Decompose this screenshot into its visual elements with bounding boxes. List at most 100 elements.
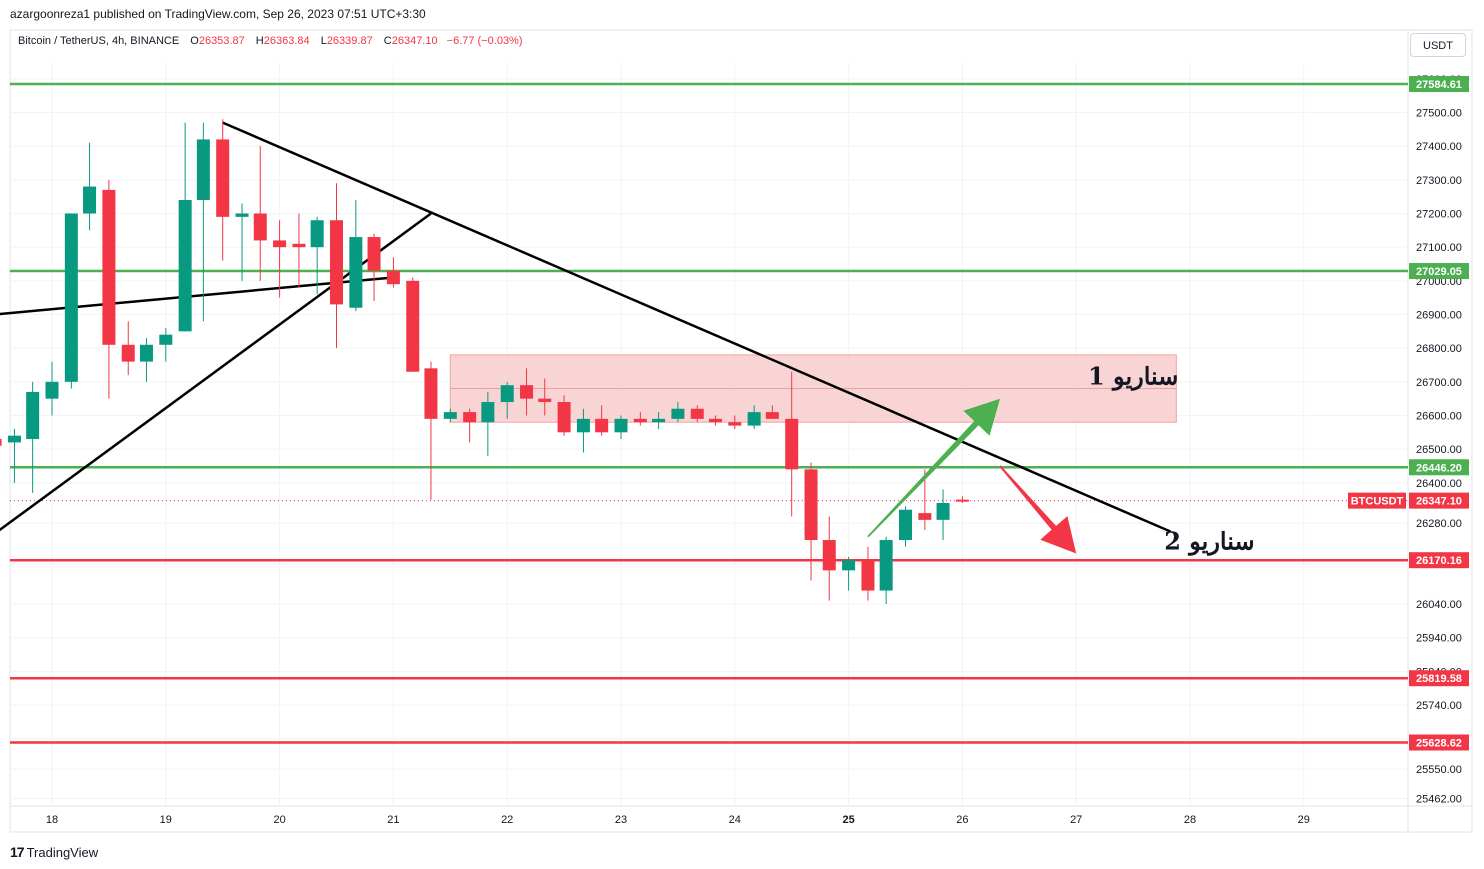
change-value: −6.77 (−0.03%) (446, 35, 523, 47)
level-label: 27584.61 (1416, 79, 1462, 91)
scenario-arrow-up (867, 398, 1000, 538)
candle-body (253, 213, 267, 241)
candle-down (765, 405, 779, 419)
candle-down (424, 361, 438, 500)
candle-down (102, 179, 116, 399)
candle-body (463, 412, 477, 423)
ticker-badge (1348, 492, 1406, 509)
high-label: H (255, 35, 264, 47)
candle-body (804, 469, 818, 541)
candle-up (879, 536, 893, 605)
candle-down (595, 405, 609, 436)
time-axis[interactable]: 18 19 20 21 22 23 24 25 26 27 28 29 (46, 814, 1310, 826)
candle-body (159, 334, 173, 345)
candle-body (633, 418, 647, 423)
candle-down (785, 371, 799, 517)
candle-body (102, 189, 116, 345)
candle-body (708, 418, 722, 423)
candle-up (139, 338, 153, 382)
candle-body (728, 422, 742, 426)
candle-body (235, 213, 249, 217)
candle-down (330, 183, 343, 349)
candle-body (595, 418, 609, 433)
trendline (0, 276, 394, 316)
candle-down (690, 405, 704, 423)
price-tick: 26800.00 (1416, 343, 1462, 355)
candle-down (804, 462, 818, 581)
candle-up (899, 506, 912, 547)
candle-body (690, 408, 704, 419)
horizontal-levels (10, 82, 1408, 744)
level-badge (1409, 263, 1469, 280)
level-badge (1409, 76, 1469, 93)
day-label: 24 (729, 814, 741, 826)
level-label: 25628.62 (1416, 738, 1462, 750)
candle-up (83, 142, 97, 231)
candle-body (576, 418, 590, 433)
candle-body (196, 139, 210, 201)
candle-up (349, 200, 363, 312)
candle-body (26, 391, 40, 440)
candle-body (7, 435, 21, 443)
candle-up (64, 213, 78, 389)
candle-body (557, 402, 571, 433)
level-label: 26170.16 (1416, 555, 1462, 567)
candle-up (576, 408, 590, 453)
candle-down (822, 516, 836, 601)
level-label: 27029.05 (1416, 266, 1462, 278)
last-price-label: 26347.10 (1416, 496, 1462, 508)
candle-body (45, 381, 59, 399)
candle-down (367, 233, 381, 302)
close-label: C (383, 35, 392, 47)
close-value: 26347.10 (391, 35, 438, 47)
price-tick: 25940.00 (1416, 633, 1462, 645)
price-tick: 25740.00 (1416, 700, 1462, 712)
candle-body (614, 418, 628, 433)
supply-zone (449, 354, 1177, 423)
day-label: 23 (615, 814, 627, 826)
price-axis[interactable]: 25462.0025550.0025640.0025740.0025840.00… (1348, 74, 1469, 806)
day-label: 19 (160, 814, 172, 826)
candle-up (310, 216, 324, 295)
candle-body (879, 540, 893, 591)
low-value: 26339.87 (326, 35, 373, 47)
price-tick: 27400.00 (1416, 141, 1462, 153)
candle-body (861, 560, 875, 591)
candle-down (633, 412, 647, 426)
candle-down (557, 395, 571, 436)
day-label: 22 (501, 814, 513, 826)
candle-body (367, 237, 381, 271)
candle-body (747, 412, 761, 426)
last-price-badge (1409, 492, 1469, 509)
candle-body (500, 385, 514, 403)
candle-up (481, 391, 495, 456)
price-tick: 26700.00 (1416, 377, 1462, 389)
candle-body (310, 220, 324, 248)
scenario-arrows: سناریو 1 سناریو 2 (867, 362, 1255, 557)
candle-body (64, 213, 78, 382)
candle-body (0, 439, 2, 446)
candle-body (785, 418, 799, 470)
candle-up (443, 408, 457, 423)
trendline (222, 121, 1172, 533)
candle-body (899, 509, 912, 541)
candle-up (178, 122, 192, 332)
currency-button[interactable]: USDT (1410, 33, 1466, 57)
chart-frame (9, 29, 1473, 833)
candle-down (216, 119, 230, 261)
trendline (0, 212, 432, 532)
price-tick: 25550.00 (1416, 764, 1462, 776)
price-tick: 27300.00 (1416, 175, 1462, 187)
candle-body (918, 513, 932, 520)
price-tick: 26400.00 (1416, 478, 1462, 490)
candle-down (955, 496, 969, 504)
candle-down (121, 321, 135, 376)
ticker-label: BTCUSDT (1351, 496, 1404, 508)
candle-up (614, 415, 628, 440)
candle-body (652, 418, 666, 423)
tradingview-logo-mark: 17 (10, 844, 25, 860)
level-badge (1409, 459, 1469, 476)
candle-up (235, 203, 249, 281)
open-value: 26353.87 (198, 35, 245, 47)
